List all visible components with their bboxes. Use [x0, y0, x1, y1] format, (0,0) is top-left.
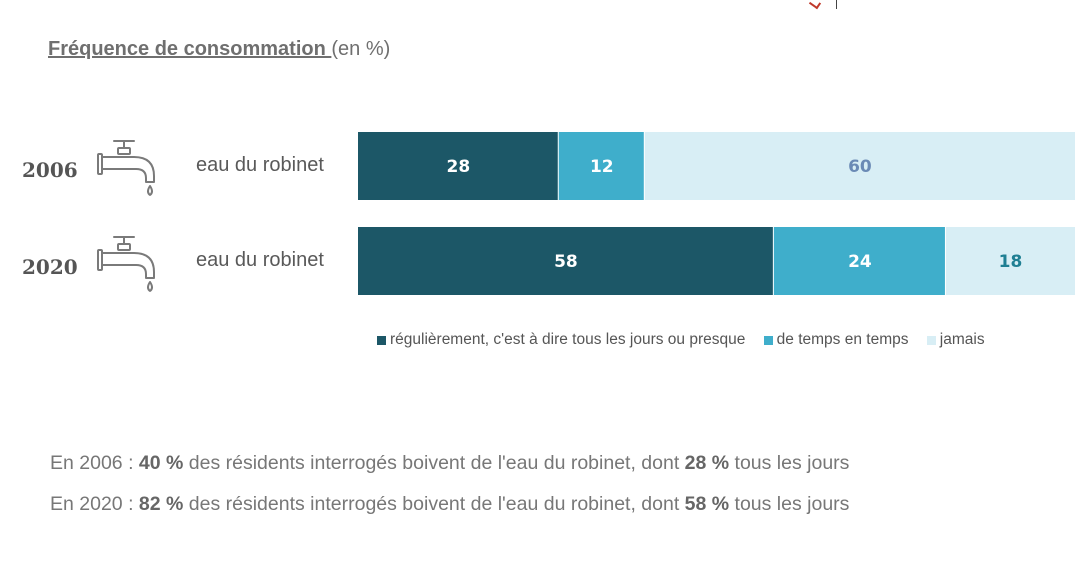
data-label-regulier-2020: 58 — [554, 252, 578, 272]
legend-swatch-regulier — [377, 335, 386, 345]
legend-label-jamais: jamais — [939, 331, 985, 348]
legend-swatch-temps — [763, 335, 773, 345]
legend-item-jamais: jamais — [926, 331, 985, 349]
data-label-jamais-2006: 60 — [848, 157, 872, 177]
legend-label-temps: de temps en temps — [776, 331, 909, 348]
summary-pct-total: 40 % — [138, 452, 184, 474]
bar-temps-2020 — [773, 227, 946, 295]
summary-suffix: tous les jours — [729, 452, 850, 474]
summary-pct-daily: 58 % — [684, 493, 730, 515]
chart-title-unit: (en %) — [331, 38, 391, 60]
year-label-2020: 2020 — [22, 255, 78, 279]
bar-temps-2006 — [558, 132, 645, 200]
legend-item-temps: de temps en temps — [763, 331, 909, 349]
top-edge-line-mark — [836, 0, 837, 9]
summary-middle: des résidents interrogés boivent de l'ea… — [183, 452, 685, 474]
summary-pct-total: 82 % — [138, 493, 184, 515]
summary-prefix: En 2020 : — [50, 493, 139, 515]
bar-regulier-2020 — [358, 227, 774, 295]
chart-legend: régulièrement, c'est à dire tous les jou… — [377, 331, 999, 350]
legend-item-regulier: régulièrement, c'est à dire tous les jou… — [377, 331, 745, 349]
row-label-2020: eau du robinet — [196, 249, 324, 271]
legend-swatch-jamais — [926, 335, 936, 345]
summary-middle: des résidents interrogés boivent de l'ea… — [183, 493, 685, 515]
chart-title: Fréquence de consommation (en %) — [48, 38, 390, 61]
row-label-2006: eau du robinet — [196, 154, 324, 176]
chart-title-main: Fréquence de consommation — [48, 38, 332, 60]
data-label-temps-2020: 24 — [848, 252, 872, 272]
legend-label-regulier: régulièrement, c'est à dire tous les jou… — [390, 331, 746, 348]
summary-pct-daily: 28 % — [684, 452, 730, 474]
data-label-temps-2006: 12 — [590, 157, 614, 177]
summary-line-2020: En 2020 : 82 % des résidents interrogés … — [50, 493, 849, 516]
bar-jamais-2006 — [644, 132, 1075, 200]
bar-jamais-2020 — [945, 227, 1075, 295]
faucet-icon — [97, 236, 155, 292]
data-label-regulier-2006: 28 — [447, 157, 471, 177]
year-label-2006: 2006 — [22, 158, 78, 182]
data-label-jamais-2020: 18 — [999, 252, 1023, 272]
summary-line-2006: En 2006 : 40 % des résidents interrogés … — [50, 452, 849, 475]
bar-regulier-2006 — [358, 132, 559, 200]
summary-prefix: En 2006 : — [50, 452, 139, 474]
faucet-icon — [97, 140, 155, 196]
summary-suffix: tous les jours — [729, 493, 850, 515]
